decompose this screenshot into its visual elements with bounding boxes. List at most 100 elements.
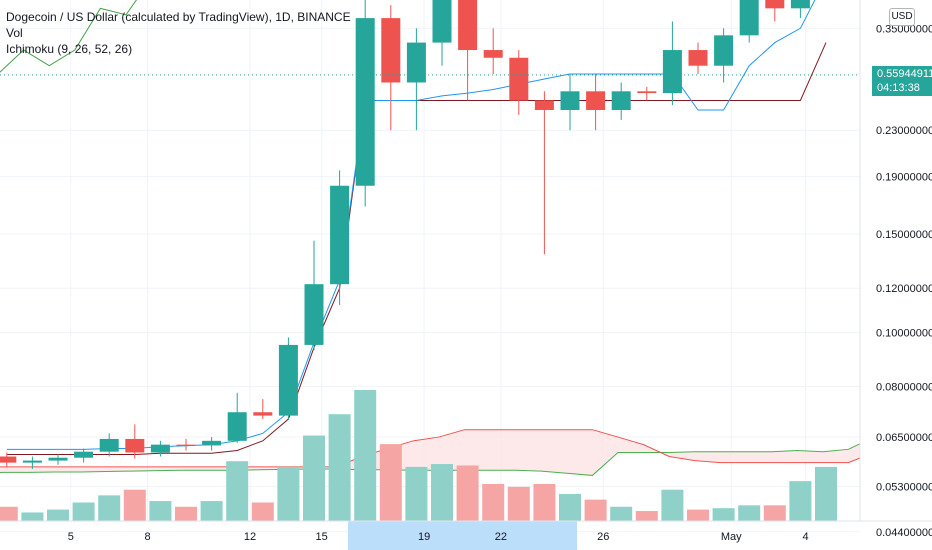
volume-bars — [0, 390, 837, 521]
volume-bar — [610, 506, 633, 521]
candle — [176, 438, 196, 451]
candle — [458, 0, 478, 101]
candle — [278, 337, 298, 420]
candle — [125, 424, 145, 459]
candle-body — [99, 438, 119, 452]
price-tick-label: 0.05300000 — [876, 482, 932, 494]
candle-body — [560, 91, 580, 110]
volume-bar — [149, 501, 172, 521]
volume-indicator-label[interactable]: Vol — [6, 26, 23, 40]
candle — [534, 91, 554, 255]
candle-body — [176, 444, 196, 446]
price-tick-label: 0.04400000 — [876, 527, 932, 539]
volume-bar — [226, 461, 249, 521]
candle-body — [125, 438, 145, 453]
candle-body — [790, 0, 810, 9]
volume-bar — [251, 502, 274, 521]
candle-body — [458, 0, 478, 51]
candle — [662, 21, 682, 106]
time-tick-label: 15 — [316, 531, 328, 543]
volume-bar — [763, 505, 786, 521]
candle — [483, 28, 503, 74]
symbol-title[interactable]: Dogecoin / US Dollar (calculated by Trad… — [6, 10, 351, 24]
candle-body — [509, 57, 529, 101]
candle-body — [714, 35, 734, 66]
volume-bar — [456, 465, 479, 521]
price-tick-label: 0.12000000 — [876, 283, 932, 295]
candle — [586, 73, 606, 131]
candle-body — [227, 412, 247, 441]
candle-body — [150, 444, 170, 453]
volume-bar — [482, 483, 505, 521]
candle — [0, 452, 17, 467]
candle — [688, 42, 708, 74]
candle — [739, 0, 759, 43]
price-tick-label: 0.23000000 — [876, 125, 932, 137]
candle — [432, 0, 452, 66]
time-tick-label: 4 — [802, 531, 808, 543]
volume-bar — [21, 512, 44, 521]
candle — [99, 433, 119, 457]
candle-body — [483, 50, 503, 58]
candle-body — [22, 460, 42, 463]
candle — [509, 50, 529, 115]
candle-body — [381, 18, 401, 83]
grid — [0, 0, 860, 533]
candle — [560, 73, 580, 131]
candle-body — [74, 451, 94, 458]
cloud-fill — [0, 429, 900, 476]
candle-body — [48, 457, 68, 461]
candle — [48, 454, 68, 465]
volume-bar — [303, 435, 325, 521]
candle-body — [278, 344, 298, 416]
candle — [611, 82, 631, 120]
volume-bar — [379, 444, 402, 521]
volume-bar — [738, 505, 761, 521]
candle — [637, 86, 657, 101]
price-tick-label: 0.08000000 — [876, 382, 932, 394]
volume-bar — [0, 506, 18, 521]
time-tick-label: 5 — [68, 531, 74, 543]
candle — [227, 392, 247, 443]
candle — [714, 28, 734, 83]
volume-bar — [584, 499, 607, 521]
volume-bar — [47, 509, 69, 521]
candle-body — [355, 18, 375, 186]
highlighted-date-range — [348, 521, 577, 550]
time-tick-label: May — [721, 531, 742, 543]
ichimoku-indicator-label[interactable]: Ichimoku (9, 26, 52, 26) — [6, 42, 133, 56]
time-axis-labels: 5 8 12 15 19 22 26 May 4 — [68, 531, 809, 543]
candle — [765, 0, 785, 22]
volume-bar — [559, 493, 581, 521]
volume-bar — [123, 489, 146, 521]
candle-body — [662, 50, 682, 94]
candle-body — [611, 91, 631, 110]
volume-bar — [328, 414, 351, 521]
volume-bar — [175, 506, 197, 521]
price-tick-label: 0.10000000 — [876, 327, 932, 339]
candle-body — [304, 284, 324, 345]
candle-body — [534, 100, 554, 110]
currency-button[interactable]: USD — [889, 8, 915, 26]
time-tick-label: 22 — [495, 531, 507, 543]
candle — [22, 456, 42, 469]
candle — [355, 0, 375, 207]
volume-bar — [200, 501, 223, 521]
last-price-value: 0.55944911 — [877, 68, 932, 80]
candle-body — [739, 0, 759, 36]
time-tick-label: 19 — [418, 531, 430, 543]
candle-body — [202, 440, 222, 446]
volume-bar — [789, 481, 812, 521]
candle — [330, 170, 350, 305]
volume-bar — [635, 511, 658, 521]
bar-countdown: 04:13:38 — [877, 82, 920, 94]
price-tick-label: 0.06500000 — [876, 432, 932, 444]
volume-bar — [98, 495, 121, 521]
volume-bar — [533, 483, 556, 521]
candle — [304, 240, 324, 351]
candle — [381, 5, 401, 131]
candle-body — [0, 456, 17, 463]
candlesticks — [0, 0, 810, 469]
volume-bar — [72, 502, 95, 521]
